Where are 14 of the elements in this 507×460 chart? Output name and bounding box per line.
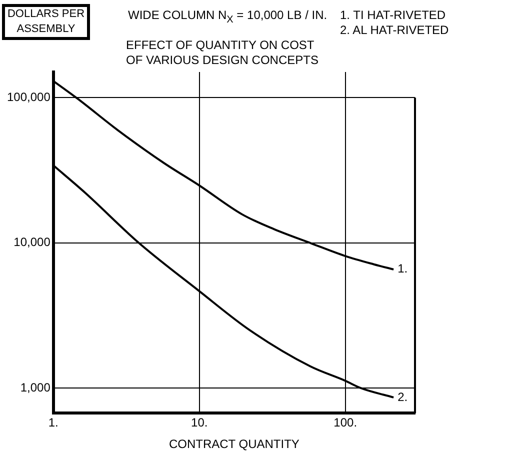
x-tick-label: 10. — [191, 416, 208, 430]
x-tick-label: 1. — [48, 416, 58, 430]
chart-title: EFFECT OF QUANTITY ON COST OF VARIOUS DESIGN CONCEPTS — [126, 38, 320, 68]
text: 2. AL HAT-RIVETED — [340, 23, 449, 38]
text: 1. TI HAT-RIVETED — [340, 8, 447, 23]
y-axis-title: DOLLARS PER ASSEMBLY — [2, 4, 90, 40]
y-tick-label: 10,000 — [14, 235, 51, 250]
y-tick-label: 100,000 — [6, 90, 51, 104]
y-tick-label: 1,000 — [20, 380, 51, 394]
series-label: 1. — [398, 262, 408, 276]
x-tick-label: 100. — [334, 416, 358, 430]
chart-subtitle: WIDE COLUMN N$_{X}$ = 10,000 LB / IN. — [128, 8, 328, 28]
x-axis-title: CONTRACT QUANTITY — [168, 437, 300, 452]
series-label: 2. — [398, 390, 408, 404]
